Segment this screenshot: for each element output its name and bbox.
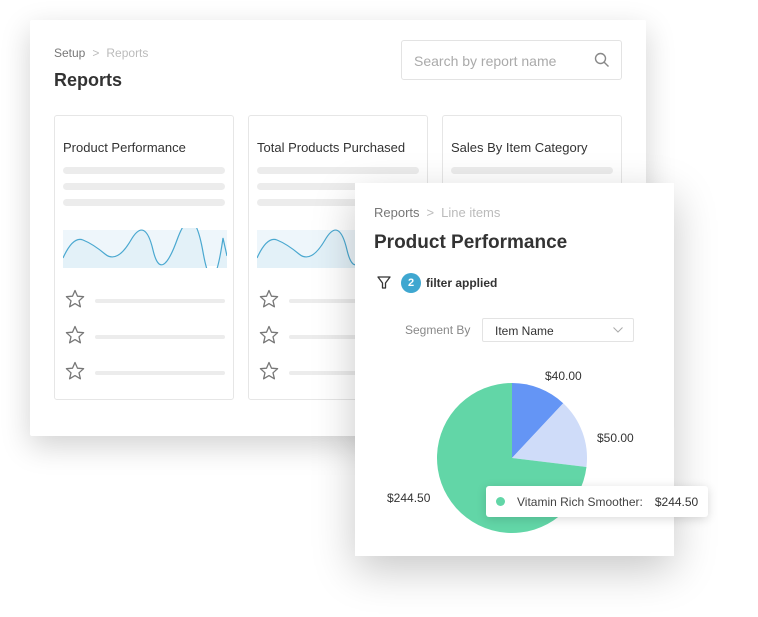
pie-label-50: $50.00 — [597, 431, 634, 445]
segment-value: Item Name — [495, 324, 554, 338]
placeholder-line — [95, 371, 225, 375]
tooltip-value: $244.50 — [654, 494, 699, 509]
placeholder-line — [95, 299, 225, 303]
placeholder-bar — [63, 167, 225, 174]
placeholder-line — [289, 371, 419, 375]
pie-tooltip: Vitamin Rich Smoother: $244.50 — [486, 486, 708, 517]
search-icon[interactable] — [594, 52, 610, 68]
report-card[interactable]: Product Performance — [54, 115, 234, 400]
placeholder-line — [289, 299, 419, 303]
placeholder-bar — [257, 167, 419, 174]
star-icon[interactable] — [65, 325, 85, 345]
placeholder-bar — [257, 199, 419, 206]
chevron-right-icon: > — [426, 205, 435, 220]
star-icon[interactable] — [65, 289, 85, 309]
filter-status[interactable]: 2 filter applied — [377, 273, 497, 293]
placeholder-bar — [63, 199, 225, 206]
filter-label: filter applied — [426, 276, 498, 290]
filter-count-badge: 2 — [401, 273, 421, 293]
legend-dot — [496, 497, 505, 506]
breadcrumb: Setup > Reports — [54, 46, 148, 60]
page-title: Reports — [54, 70, 123, 90]
pie-label-40: $40.00 — [545, 369, 582, 383]
star-icon[interactable] — [259, 325, 279, 345]
search-input[interactable]: Search by report name — [401, 40, 622, 80]
search-placeholder: Search by report name — [414, 53, 557, 69]
detail-title: Product Performance — [374, 232, 568, 253]
report-card-title: Product Performance — [63, 140, 186, 155]
placeholder-line — [289, 335, 419, 339]
placeholder-bar — [451, 167, 613, 174]
report-card-title: Sales By Item Category — [451, 140, 588, 155]
breadcrumb-setup[interactable]: Setup — [54, 46, 86, 60]
chevron-down-icon — [613, 327, 623, 333]
breadcrumb-current: Line items — [441, 205, 501, 220]
placeholder-bar — [257, 183, 419, 190]
report-card-title: Total Products Purchased — [257, 140, 406, 155]
breadcrumb-reports[interactable]: Reports — [374, 205, 420, 220]
detail-breadcrumb: Reports > Line items — [374, 205, 500, 220]
placeholder-bar — [63, 183, 225, 190]
pie-label-244-50: $244.50 — [387, 491, 431, 505]
star-icon[interactable] — [65, 361, 85, 381]
sparkline — [63, 228, 227, 268]
star-icon[interactable] — [259, 289, 279, 309]
breadcrumb-current: Reports — [106, 46, 149, 60]
filter-icon[interactable] — [377, 276, 391, 290]
chevron-right-icon: > — [92, 46, 100, 60]
segment-by-label: Segment By — [405, 323, 471, 337]
segment-by-select[interactable]: Item Name — [482, 318, 634, 342]
placeholder-line — [95, 335, 225, 339]
tooltip-label: Vitamin Rich Smoother: — [517, 494, 643, 509]
star-icon[interactable] — [259, 361, 279, 381]
